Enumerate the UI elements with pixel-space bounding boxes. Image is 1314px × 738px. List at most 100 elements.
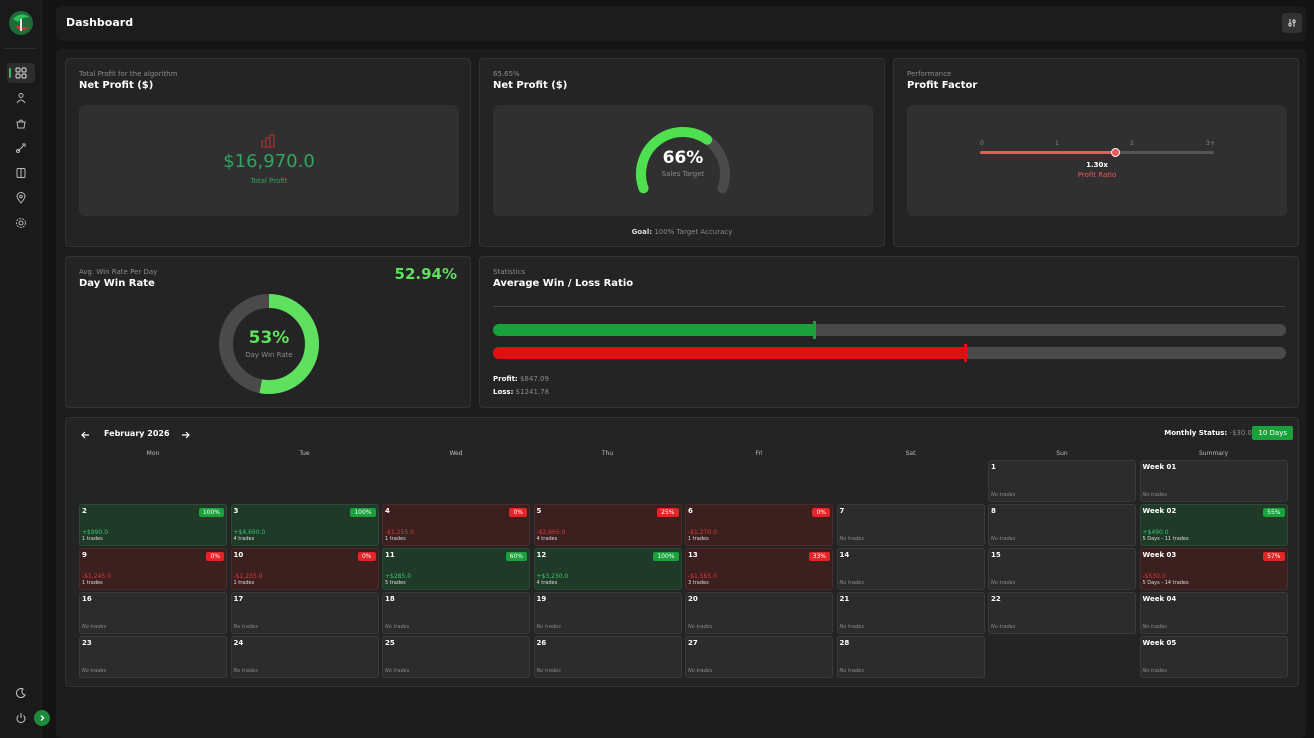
card-subtitle: Performance: [907, 70, 952, 78]
day-number: 3: [233, 507, 239, 515]
no-trades-label: No trades: [1142, 624, 1167, 630]
sidebar-item-book[interactable]: [7, 163, 35, 183]
day-number: 8: [991, 507, 996, 515]
pnl-value: +$490.0: [1142, 529, 1169, 536]
day-number: 22: [991, 595, 1001, 603]
week-summary-cell[interactable]: Week 01 No trades: [1139, 460, 1288, 502]
win-rate-badge: 57%: [1263, 552, 1285, 561]
profit-label: Profit:: [493, 375, 518, 383]
loss-label: Loss:: [493, 388, 514, 396]
win-rate-card: Avg. Win Rate Per Day Day Win Rate 52.94…: [65, 256, 471, 408]
week-summary-cell[interactable]: Week 02 55% +$490.0 5 Days - 11 trades: [1139, 504, 1288, 546]
calendar-day-cell[interactable]: 8 No trades: [988, 504, 1136, 546]
calendar-day-cell[interactable]: 6 0% -$1,270.0 1 trades: [685, 504, 833, 546]
weekday-label: Thu: [601, 450, 614, 457]
calendar-day-cell[interactable]: 2 100% +$990.0 1 trades: [79, 504, 227, 546]
calendar-day-cell[interactable]: 24 No trades: [230, 636, 379, 678]
calendar-day-cell[interactable]: 10 0% -$1,235.0 1 trades: [230, 548, 379, 590]
active-indicator: [9, 68, 11, 78]
filter-button[interactable]: [1282, 13, 1302, 33]
trade-count: 4 trades: [536, 580, 558, 586]
net-profit-card: Total Profit for the algorithm Net Profi…: [65, 58, 471, 247]
day-number: 18: [385, 595, 395, 603]
day-number: 1: [991, 463, 996, 471]
calendar-day-cell[interactable]: 12 100% +$3,230.0 4 trades: [533, 548, 682, 590]
gauge-fill: [636, 127, 713, 194]
pnl-value: +$990.0: [82, 529, 109, 536]
calendar-day-cell[interactable]: 5 25% -$2,665.0 4 trades: [533, 504, 682, 546]
monthly-status-label: Monthly Status:: [1164, 429, 1228, 437]
card-subtitle: Total Profit for the algorithm: [79, 70, 178, 78]
win-rate-badge: 0%: [357, 552, 376, 561]
pnl-value: +$3,230.0: [536, 573, 569, 580]
sidebar-expand-button[interactable]: [34, 710, 50, 726]
win-bar: [493, 321, 1286, 339]
win-bar-fill: [493, 324, 815, 336]
day-number: 13: [688, 551, 698, 559]
calendar-day-cell[interactable]: 27 No trades: [685, 636, 833, 678]
trade-count: 1 trades: [82, 536, 103, 542]
weekday-label: Wed: [449, 450, 463, 457]
day-number: 6: [688, 507, 693, 515]
no-trades-label: No trades: [991, 536, 1016, 542]
no-trades-label: No trades: [536, 668, 561, 674]
trade-count: 3 trades: [688, 580, 709, 586]
calendar-day-cell[interactable]: 23 No trades: [79, 636, 227, 678]
calendar-day-cell[interactable]: 1 No trades: [988, 460, 1136, 502]
calendar-day-cell[interactable]: 9 0% -$1,245.0 1 trades: [79, 548, 227, 590]
calendar-day-cell[interactable]: 4 0% -$1,255.0 1 trades: [382, 504, 530, 546]
page-title: Dashboard: [66, 16, 134, 29]
goal-value: 100% Target Accuracy: [654, 228, 733, 236]
net-profit-label: Total Profit: [250, 177, 288, 185]
next-month-button[interactable]: [181, 431, 190, 439]
profit-row: Profit: $847.09: [493, 375, 549, 383]
calendar-day-cell[interactable]: 15 No trades: [988, 548, 1136, 590]
dashboard-icon: [15, 67, 27, 79]
calendar-day-cell[interactable]: 11 60% +$285.0 5 trades: [382, 548, 530, 590]
no-trades-label: No trades: [1142, 492, 1167, 498]
week-summary-cell[interactable]: Week 05 No trades: [1139, 636, 1288, 678]
calendar-day-cell[interactable]: 16 No trades: [79, 592, 227, 634]
logout-button[interactable]: [7, 708, 35, 728]
no-trades-label: No trades: [385, 668, 410, 674]
weekday-label: Fri: [755, 450, 763, 457]
sidebar-item-rocket[interactable]: [7, 138, 35, 158]
sidebar-item-dashboard[interactable]: [7, 63, 35, 83]
win-rate-badge: 60%: [505, 552, 527, 561]
monthly-status-badge: 10 Days: [1252, 426, 1293, 440]
sidebar-item-location[interactable]: [7, 188, 35, 208]
theme-toggle[interactable]: [7, 683, 35, 703]
loss-row: Loss: $1241.78: [493, 388, 549, 396]
calendar-day-cell[interactable]: 25 No trades: [382, 636, 530, 678]
calendar-day-cell[interactable]: 20 No trades: [685, 592, 833, 634]
calendar-day-cell[interactable]: 17 No trades: [230, 592, 379, 634]
calendar-day-cell[interactable]: 19 No trades: [533, 592, 682, 634]
no-trades-label: No trades: [233, 668, 258, 674]
calendar-day-cell[interactable]: 22 No trades: [988, 592, 1136, 634]
sidebar-item-settings[interactable]: [7, 213, 35, 233]
week-summary-cell[interactable]: Week 04 No trades: [1139, 592, 1288, 634]
pnl-value: -$1,565.0: [688, 573, 717, 580]
sales-percent: 66%: [662, 148, 704, 168]
slider-fill: [980, 151, 1115, 154]
calendar-day-cell[interactable]: 3 100% +$4,690.0 4 trades: [230, 504, 379, 546]
calendar-day-cell[interactable]: 26 No trades: [533, 636, 682, 678]
calendar-day-cell[interactable]: 21 No trades: [836, 592, 985, 634]
card-subtitle: Avg. Win Rate Per Day: [79, 268, 158, 276]
prev-month-button[interactable]: [81, 431, 90, 439]
calendar-day-cell[interactable]: 13 33% -$1,565.0 3 trades: [685, 548, 833, 590]
bag-icon: [16, 119, 26, 129]
week-summary-cell[interactable]: Week 03 57% -$530.0 5 Days - 14 trades: [1139, 548, 1288, 590]
stats-card: Statistics Average Win / Loss Ratio Prof…: [479, 256, 1299, 408]
trade-count: 1 trades: [82, 580, 103, 586]
weekday-label: Mon: [146, 450, 160, 457]
pnl-value: +$4,690.0: [233, 529, 266, 536]
calendar-day-cell[interactable]: 14 No trades: [836, 548, 985, 590]
calendar-day-cell[interactable]: 28 No trades: [836, 636, 985, 678]
calendar-card: February 2026 Monthly Status: -$30.0 10 …: [65, 417, 1299, 687]
calendar-day-cell[interactable]: 18 No trades: [382, 592, 530, 634]
sidebar-item-users[interactable]: [7, 88, 35, 108]
sidebar-item-bag[interactable]: [7, 113, 35, 133]
day-number: Week 03: [1142, 551, 1177, 559]
calendar-day-cell[interactable]: 7 No trades: [836, 504, 985, 546]
